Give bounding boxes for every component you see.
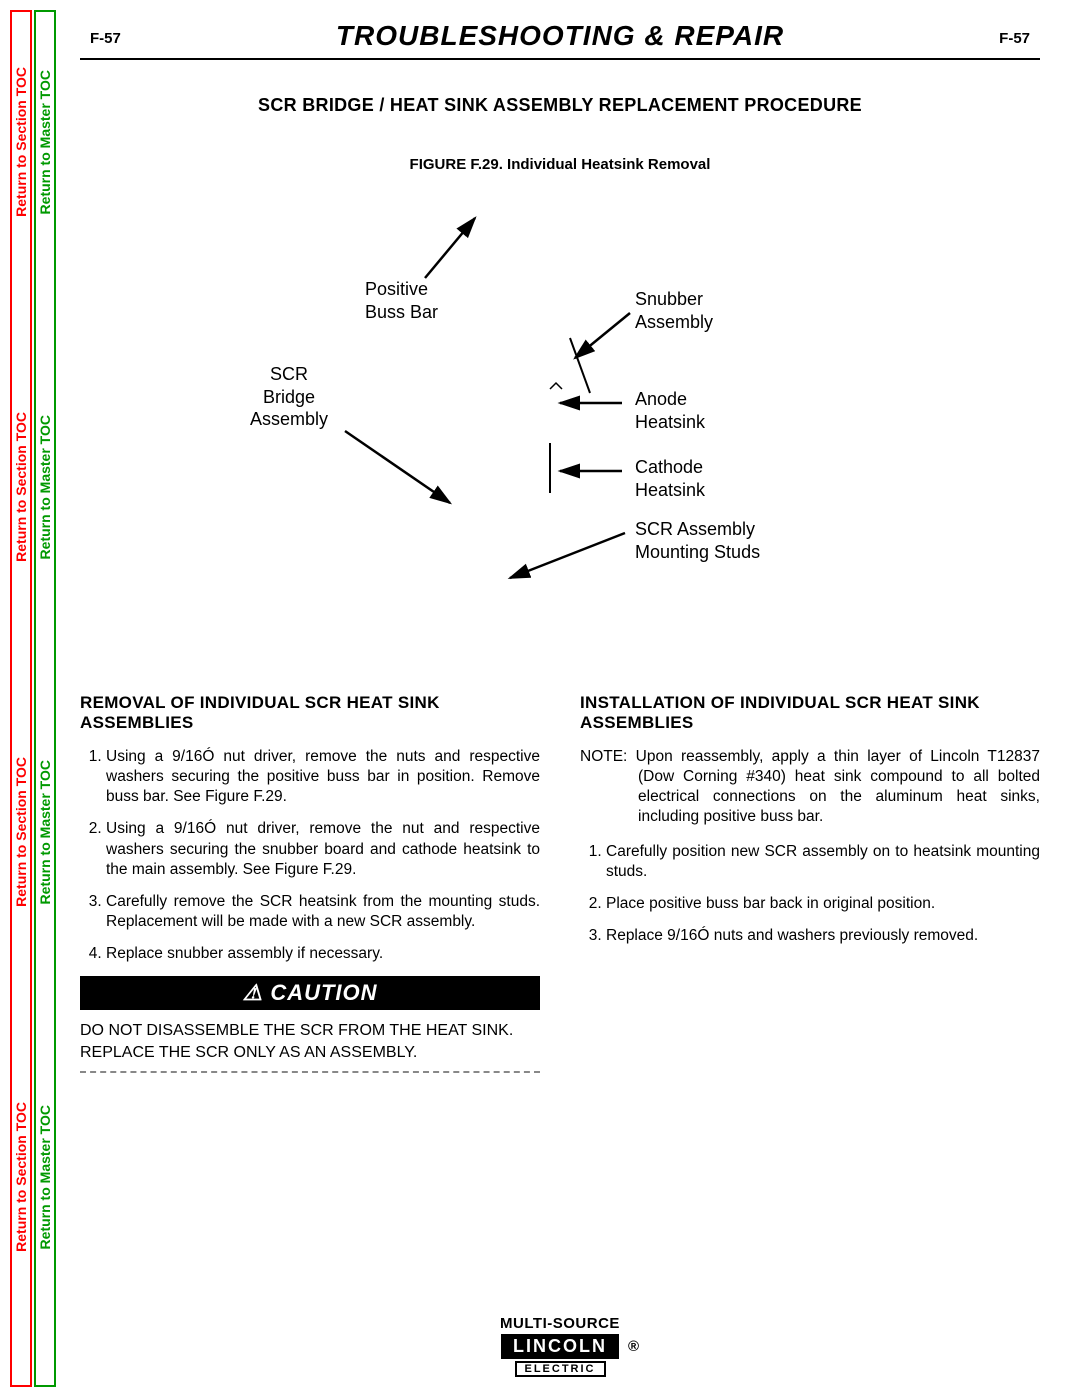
list-item: Using a 9/16Ó nut driver, remove the nut… (106, 747, 540, 807)
figure-caption: FIGURE F.29. Individual Heatsink Removal (80, 156, 1040, 173)
installation-heading: INSTALLATION OF INDIVIDUAL SCR HEAT SINK… (580, 693, 1040, 733)
logo-text: LINCOLN (513, 1336, 607, 1356)
master-toc-tab[interactable]: Return to Master TOC Return to Master TO… (34, 10, 56, 1387)
tab-label: Return to Section TOC (13, 757, 29, 907)
caution-label: CAUTION (270, 980, 377, 1005)
list-item: Using a 9/16Ó nut driver, remove the nut… (106, 819, 540, 879)
removal-column: REMOVAL OF INDIVIDUAL SCR HEAT SINK ASSE… (80, 693, 540, 1073)
label-cathode-heatsink: Cathode Heatsink (635, 456, 705, 501)
label-positive-buss-bar: Positive Buss Bar (365, 278, 438, 323)
list-item: Place positive buss bar back in original… (606, 894, 1040, 914)
section-toc-tab[interactable]: Return to Section TOC Return to Section … (10, 10, 32, 1387)
installation-column: INSTALLATION OF INDIVIDUAL SCR HEAT SINK… (580, 693, 1040, 1073)
figure-diagram: Positive Buss Bar Snubber Assembly SCR B… (80, 183, 1040, 663)
diagram-arrows (80, 183, 1040, 663)
page-content: F-57 F-57 TROUBLESHOOTING & REPAIR SCR B… (80, 20, 1040, 1377)
label-scr-mounting-studs: SCR Assembly Mounting Studs (635, 518, 760, 563)
lincoln-logo: LINCOLN ® (501, 1334, 619, 1359)
registered-icon: ® (628, 1338, 641, 1355)
page-number-right: F-57 (999, 30, 1030, 47)
tab-label: Return to Master TOC (37, 1105, 53, 1249)
caution-banner: ⚠ CAUTION (80, 976, 540, 1010)
tab-label: Return to Section TOC (13, 67, 29, 217)
footer-model: MULTI-SOURCE (80, 1315, 1040, 1332)
label-scr-bridge-assembly: SCR Bridge Assembly (250, 363, 328, 431)
procedure-columns: REMOVAL OF INDIVIDUAL SCR HEAT SINK ASSE… (80, 693, 1040, 1073)
page-footer: MULTI-SOURCE LINCOLN ® ELECTRIC (80, 1315, 1040, 1377)
installation-steps: Carefully position new SCR assembly on t… (580, 842, 1040, 947)
side-tabs: Return to Section TOC Return to Section … (10, 10, 58, 1387)
label-snubber-assembly: Snubber Assembly (635, 288, 713, 333)
logo-subtext: ELECTRIC (515, 1361, 606, 1377)
page-header: F-57 F-57 TROUBLESHOOTING & REPAIR (80, 20, 1040, 70)
dashed-rule (80, 1071, 540, 1073)
list-item: Carefully remove the SCR heatsink from t… (106, 892, 540, 932)
tab-label: Return to Master TOC (37, 760, 53, 904)
section-title: SCR BRIDGE / HEAT SINK ASSEMBLY REPLACEM… (80, 95, 1040, 116)
label-anode-heatsink: Anode Heatsink (635, 388, 705, 433)
caution-text: DO NOT DISASSEMBLE THE SCR FROM THE HEAT… (80, 1020, 540, 1063)
tab-label: Return to Master TOC (37, 70, 53, 214)
list-item: Replace snubber assembly if necessary. (106, 944, 540, 964)
page-number-left: F-57 (90, 30, 121, 47)
list-item: Replace 9/16Ó nuts and washers previousl… (606, 926, 1040, 946)
removal-steps: Using a 9/16Ó nut driver, remove the nut… (80, 747, 540, 964)
tab-label: Return to Master TOC (37, 415, 53, 559)
tab-label: Return to Section TOC (13, 412, 29, 562)
tab-label: Return to Section TOC (13, 1102, 29, 1252)
installation-note: NOTE: Upon reassembly, apply a thin laye… (580, 747, 1040, 828)
header-rule (80, 58, 1040, 60)
list-item: Carefully position new SCR assembly on t… (606, 842, 1040, 882)
removal-heading: REMOVAL OF INDIVIDUAL SCR HEAT SINK ASSE… (80, 693, 540, 733)
main-title: TROUBLESHOOTING & REPAIR (80, 20, 1040, 52)
warning-icon: ⚠ (242, 980, 263, 1005)
